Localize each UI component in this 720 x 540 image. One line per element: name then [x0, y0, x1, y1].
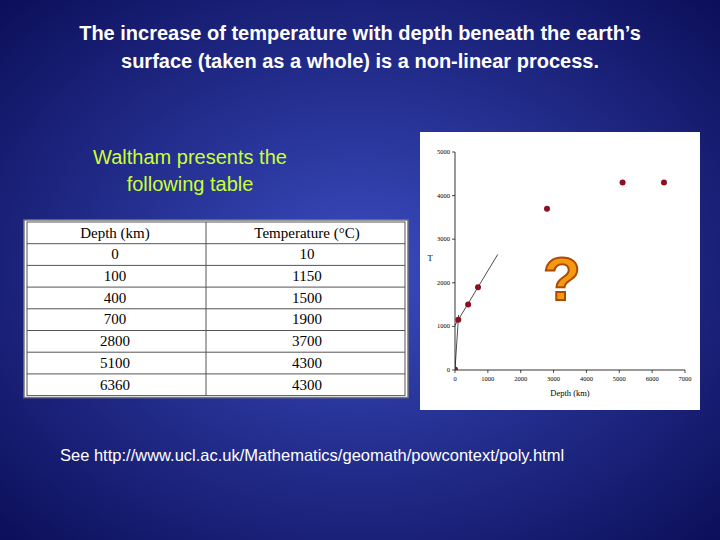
x-tick-label: 1000 — [481, 375, 494, 382]
table-cell: 1500 — [292, 290, 322, 306]
footnote: See http://www.ucl.ac.uk/Mathematics/geo… — [60, 446, 564, 464]
table-header: Depth (km) — [80, 225, 150, 242]
row-line — [27, 287, 405, 288]
point — [465, 302, 471, 308]
title: surface (taken as a whole) is a non-line… — [121, 50, 599, 72]
x-axis — [455, 370, 685, 371]
y-tick-label: 1000 — [437, 322, 450, 329]
table-inner — [27, 222, 405, 396]
y-tick — [452, 195, 455, 196]
table-cell: 1150 — [292, 268, 321, 284]
trend-line — [455, 254, 498, 329]
slide: The increase of temperature with depth b… — [0, 0, 720, 540]
table-header: Temperature (°C) — [254, 225, 359, 242]
plot-area — [455, 180, 667, 370]
table-cell: 400 — [104, 290, 127, 306]
table-cell: 100 — [104, 268, 127, 284]
point — [544, 206, 550, 212]
x-label: Depth (km) — [550, 388, 590, 398]
x-tick-label: 6000 — [646, 375, 659, 382]
table-cell: 10 — [300, 246, 315, 262]
point — [455, 367, 458, 370]
table-cell: 2800 — [100, 333, 130, 349]
point — [455, 317, 461, 323]
chart-panel — [420, 132, 700, 410]
row-line — [27, 352, 405, 353]
table-frame — [24, 220, 408, 398]
y-label: T — [427, 253, 433, 263]
table-cell: 5100 — [100, 355, 130, 371]
title: The increase of temperature with depth b… — [79, 22, 641, 44]
y-tick — [452, 152, 455, 153]
row-line — [27, 243, 405, 244]
y-tick-label: 4000 — [437, 192, 450, 199]
x-tick — [455, 370, 456, 373]
row-line — [27, 265, 405, 266]
x-tick — [553, 370, 554, 373]
table-cell: 4300 — [292, 377, 322, 393]
y-tick-label: 0 — [447, 366, 450, 373]
table-cell: 0 — [111, 246, 119, 262]
trend-line — [455, 315, 459, 370]
y-axis — [455, 152, 456, 370]
y-tick — [452, 370, 455, 371]
row-line — [27, 308, 405, 309]
y-tick — [452, 282, 455, 283]
point — [620, 180, 626, 186]
x-tick — [619, 370, 620, 373]
x-tick-label: 0 — [453, 375, 456, 382]
background — [0, 0, 720, 540]
intro: following table — [127, 173, 254, 195]
intro: Waltham presents the — [93, 146, 287, 168]
x-tick — [520, 370, 521, 373]
point — [661, 180, 667, 186]
x-tick-label: 3000 — [547, 375, 560, 382]
y-tick-label: 5000 — [437, 148, 450, 155]
point — [475, 284, 481, 290]
x-tick — [487, 370, 488, 373]
x-tick-label: 4000 — [580, 375, 593, 382]
x-tick-label: 5000 — [613, 375, 626, 382]
table: Depth (km) Temperature (°C) 0 10 100 1150 400 1… — [24, 220, 408, 398]
table-cell: 3700 — [292, 333, 322, 349]
x-tick — [586, 370, 587, 373]
y-tick — [452, 326, 455, 327]
table-cell: 4300 — [292, 355, 322, 371]
y-tick-label: 2000 — [437, 279, 450, 286]
row-line — [27, 330, 405, 331]
row-line — [27, 373, 405, 374]
table-cell: 6360 — [100, 377, 130, 393]
x-tick — [652, 370, 653, 373]
question-mark: ? — [543, 244, 581, 313]
chart: 0 1000 2000 3000 4000 5000 6000 7000 0 1000 2000 30… — [420, 132, 700, 410]
col-line — [206, 222, 207, 396]
x-tick-label: 7000 — [679, 375, 692, 382]
table-cell: 700 — [104, 311, 127, 327]
y-tick-label: 3000 — [437, 235, 450, 242]
x-tick — [685, 370, 686, 373]
table-cell: 1900 — [292, 311, 322, 327]
y-tick — [452, 239, 455, 240]
x-tick-label: 2000 — [514, 375, 527, 382]
